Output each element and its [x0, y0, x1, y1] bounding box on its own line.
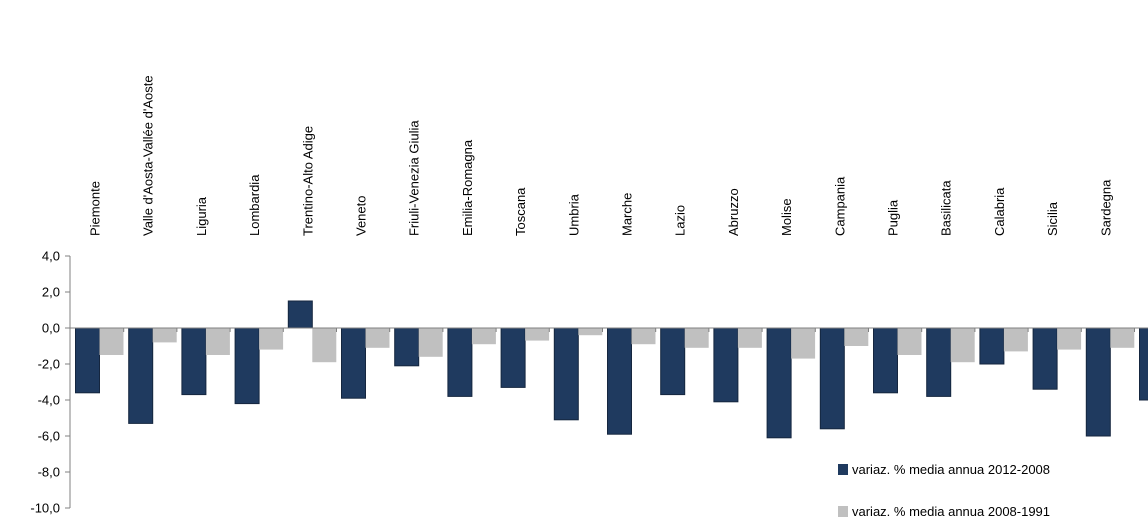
- category-label: Veneto: [354, 196, 369, 237]
- category-label: Lombardia: [247, 174, 262, 236]
- bar-2008-1991: [578, 328, 603, 336]
- bar-2012-2008: [1032, 327, 1058, 390]
- category-label: Abruzzo: [726, 188, 741, 236]
- bar-2012-2008: [979, 327, 1005, 365]
- bar-2008-1991: [684, 328, 709, 348]
- category-label: Molise: [779, 198, 794, 236]
- legend-swatch: [838, 506, 848, 517]
- bar-2008-1991: [1110, 328, 1135, 348]
- bar-2008-1991: [312, 328, 337, 363]
- category-label: Liguria: [194, 196, 209, 236]
- y-tick-label: -2,0: [38, 357, 60, 372]
- bar-2012-2008: [447, 327, 473, 397]
- category-label: Calabria: [992, 187, 1007, 236]
- category-label: Toscana: [513, 187, 528, 236]
- category-label: Sardegna: [1098, 179, 1113, 236]
- bar-2008-1991: [1003, 328, 1028, 352]
- category-label: Valle d'Aosta-Vallée d'Aoste: [141, 75, 156, 236]
- category-label: Emilia-Romagna: [460, 139, 475, 236]
- legend-label: variaz. % media annua 2012-2008: [852, 462, 1050, 477]
- bars: [75, 300, 1148, 439]
- y-tick-label: 4,0: [42, 249, 60, 264]
- category-label: Piemonte: [88, 181, 103, 236]
- legend-label: variaz. % media annua 2008-1991: [852, 504, 1050, 519]
- bar-2012-2008: [1139, 327, 1148, 401]
- bar-2008-1991: [152, 328, 177, 343]
- bar-2012-2008: [553, 327, 579, 421]
- bar-2012-2008: [1085, 327, 1111, 437]
- x-axis: Piemonte Valle d'Aosta-Vallée d'Aoste Ligu…: [70, 75, 1148, 332]
- bar-2012-2008: [660, 327, 686, 396]
- bar-2012-2008: [607, 327, 632, 435]
- category-label: Puglia: [886, 199, 901, 236]
- bar-2012-2008: [287, 300, 313, 329]
- bar-2008-1991: [205, 328, 230, 355]
- bar-2008-1991: [525, 328, 550, 341]
- bar-2008-1991: [737, 328, 762, 348]
- y-tick-label: -4,0: [38, 393, 60, 408]
- bar-2012-2008: [873, 327, 898, 394]
- bar-2008-1991: [418, 328, 443, 357]
- category-label: Friuli-Venezia Giulia: [407, 120, 422, 236]
- y-tick-label: -10,0: [30, 501, 60, 516]
- category-label: Umbria: [566, 193, 581, 236]
- bar-2008-1991: [844, 328, 869, 346]
- bar-2012-2008: [75, 327, 100, 394]
- category-label: Campania: [832, 176, 847, 236]
- bar-2008-1991: [99, 328, 124, 355]
- legend: variaz. % media annua 2012-2008 variaz. %…: [838, 462, 1050, 519]
- bar-2008-1991: [1057, 328, 1082, 350]
- bar-2008-1991: [791, 328, 816, 359]
- y-tick-label: -8,0: [38, 465, 60, 480]
- category-label: Sicilia: [1045, 201, 1060, 236]
- category-label: Trentino-Alto Adige: [300, 126, 315, 236]
- y-tick-label: 0,0: [42, 321, 60, 336]
- bar-2008-1991: [631, 328, 656, 345]
- bar-2012-2008: [713, 327, 739, 403]
- category-label: Marche: [620, 193, 635, 236]
- bar-2012-2008: [766, 327, 792, 439]
- bar-2008-1991: [471, 328, 496, 345]
- bar-2012-2008: [926, 327, 952, 397]
- bar-2012-2008: [234, 327, 260, 405]
- bar-2008-1991: [897, 328, 922, 355]
- bar-2008-1991: [259, 328, 284, 350]
- y-axis: 4,0 2,0 0,0 -2,0 -4,0 -6,0 -8,0 -10,0: [30, 249, 71, 516]
- bar-2012-2008: [181, 327, 207, 396]
- category-label: Lazio: [673, 205, 688, 236]
- bar-2012-2008: [819, 327, 845, 430]
- bar-2012-2008: [500, 327, 526, 388]
- y-tick-label: -6,0: [38, 429, 60, 444]
- bar-2008-1991: [950, 328, 975, 363]
- y-tick-label: 2,0: [42, 285, 60, 300]
- bar-2012-2008: [341, 327, 366, 399]
- bar-2008-1991: [365, 328, 390, 348]
- category-label: Basilicata: [939, 180, 954, 236]
- bar-2012-2008: [128, 327, 154, 424]
- bar-2012-2008: [394, 327, 420, 367]
- legend-swatch: [838, 464, 848, 475]
